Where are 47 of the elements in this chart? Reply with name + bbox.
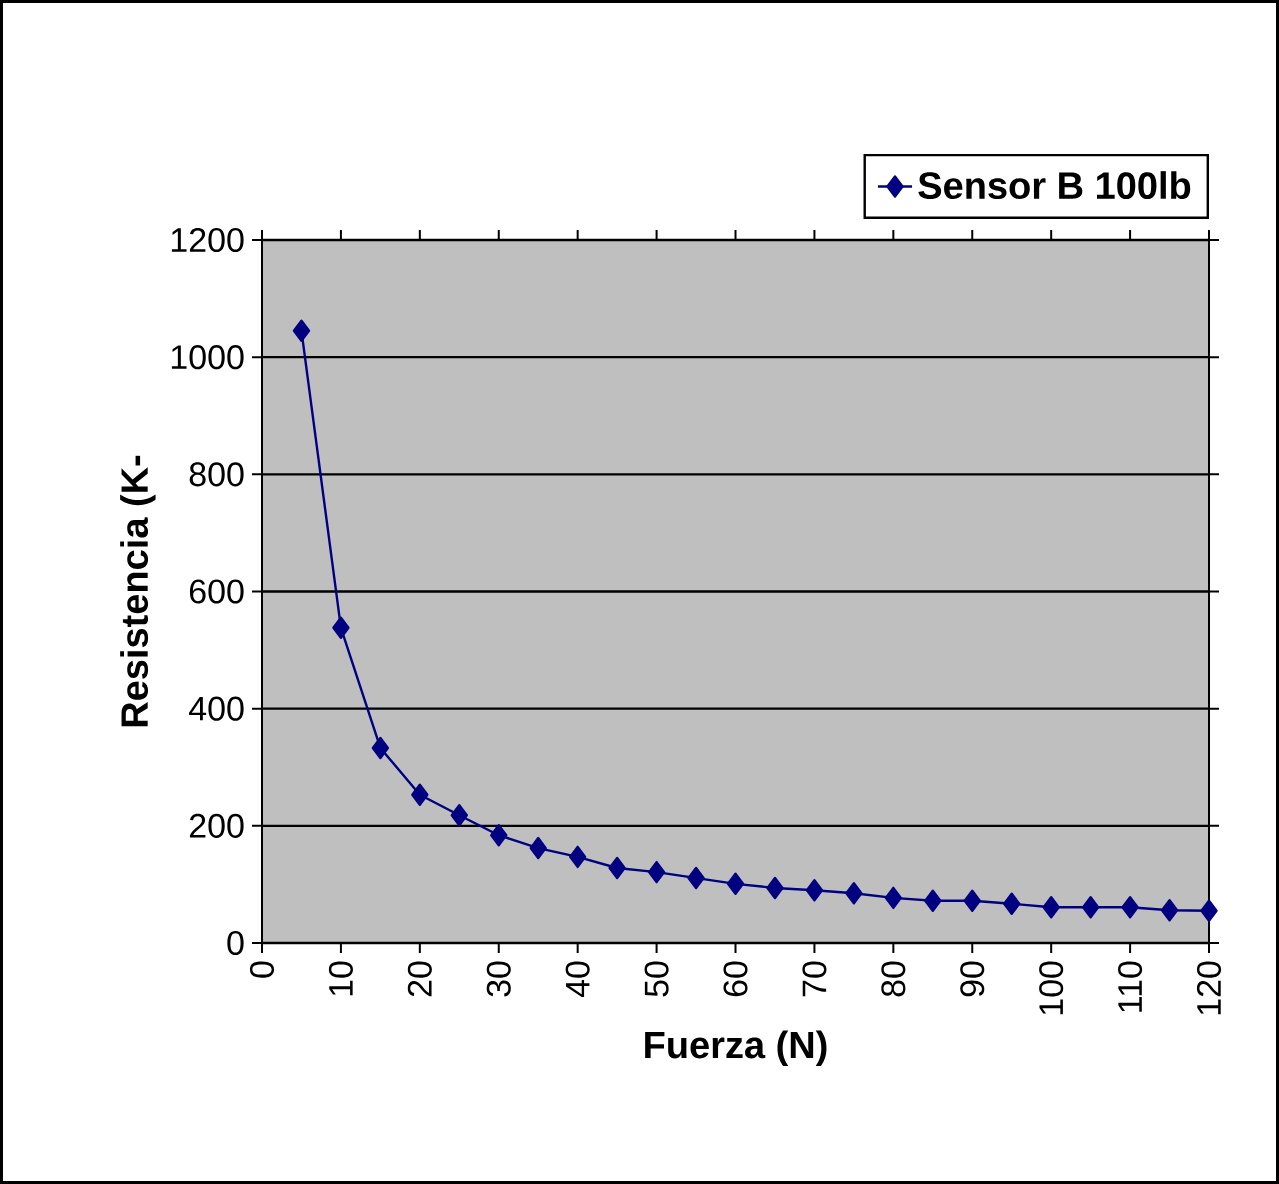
point xyxy=(726,872,745,896)
point xyxy=(1003,892,1021,915)
point xyxy=(1121,896,1139,919)
point xyxy=(1081,896,1100,919)
x-axis-title: Fuerza (N) xyxy=(645,1030,827,1066)
point xyxy=(371,736,390,760)
point xyxy=(529,836,547,860)
point xyxy=(766,876,784,900)
y-tick-label: 600 xyxy=(189,579,244,604)
x-tick-label: 110 xyxy=(1118,961,1143,1012)
x-tick-label: 30 xyxy=(486,961,511,997)
point xyxy=(411,783,429,806)
x-tick-label: 10 xyxy=(328,961,353,996)
point xyxy=(332,616,350,640)
x-tick-label: 80 xyxy=(881,961,906,997)
y-tick-label: 1000 xyxy=(171,345,244,370)
y-tick-label: 200 xyxy=(189,813,244,838)
y-tick-label: 400 xyxy=(188,696,244,721)
legend-label: Sensor B 100lb xyxy=(918,171,1191,200)
point xyxy=(568,845,587,869)
point xyxy=(963,889,981,913)
x-tick-label: 20 xyxy=(407,961,432,997)
point xyxy=(1042,896,1060,919)
y-axis-title: Resistencia (K- xyxy=(120,455,156,727)
point xyxy=(924,889,942,913)
x-tick-label: 50 xyxy=(644,961,669,997)
y-tick-label: 1200 xyxy=(171,227,244,253)
point xyxy=(1160,898,1179,922)
point xyxy=(805,879,824,902)
x-tick-label: 40 xyxy=(565,961,590,998)
point xyxy=(647,860,666,884)
x-tick-label: 120 xyxy=(1196,961,1222,1015)
x-tick-label: 100 xyxy=(1039,961,1064,1015)
point xyxy=(292,319,311,342)
x-tick-label: 0 xyxy=(249,961,275,978)
y-tick-label: 0 xyxy=(227,930,244,956)
x-tick-label: 60 xyxy=(723,961,748,997)
point xyxy=(490,824,508,847)
x-tick-label: 90 xyxy=(960,961,985,997)
point xyxy=(845,882,863,905)
point xyxy=(1200,899,1218,922)
point xyxy=(687,866,705,890)
point xyxy=(608,856,626,880)
y-tick-label: 800 xyxy=(189,462,244,487)
point xyxy=(884,886,903,910)
point xyxy=(450,804,468,827)
x-tick-label: 70 xyxy=(802,961,827,997)
